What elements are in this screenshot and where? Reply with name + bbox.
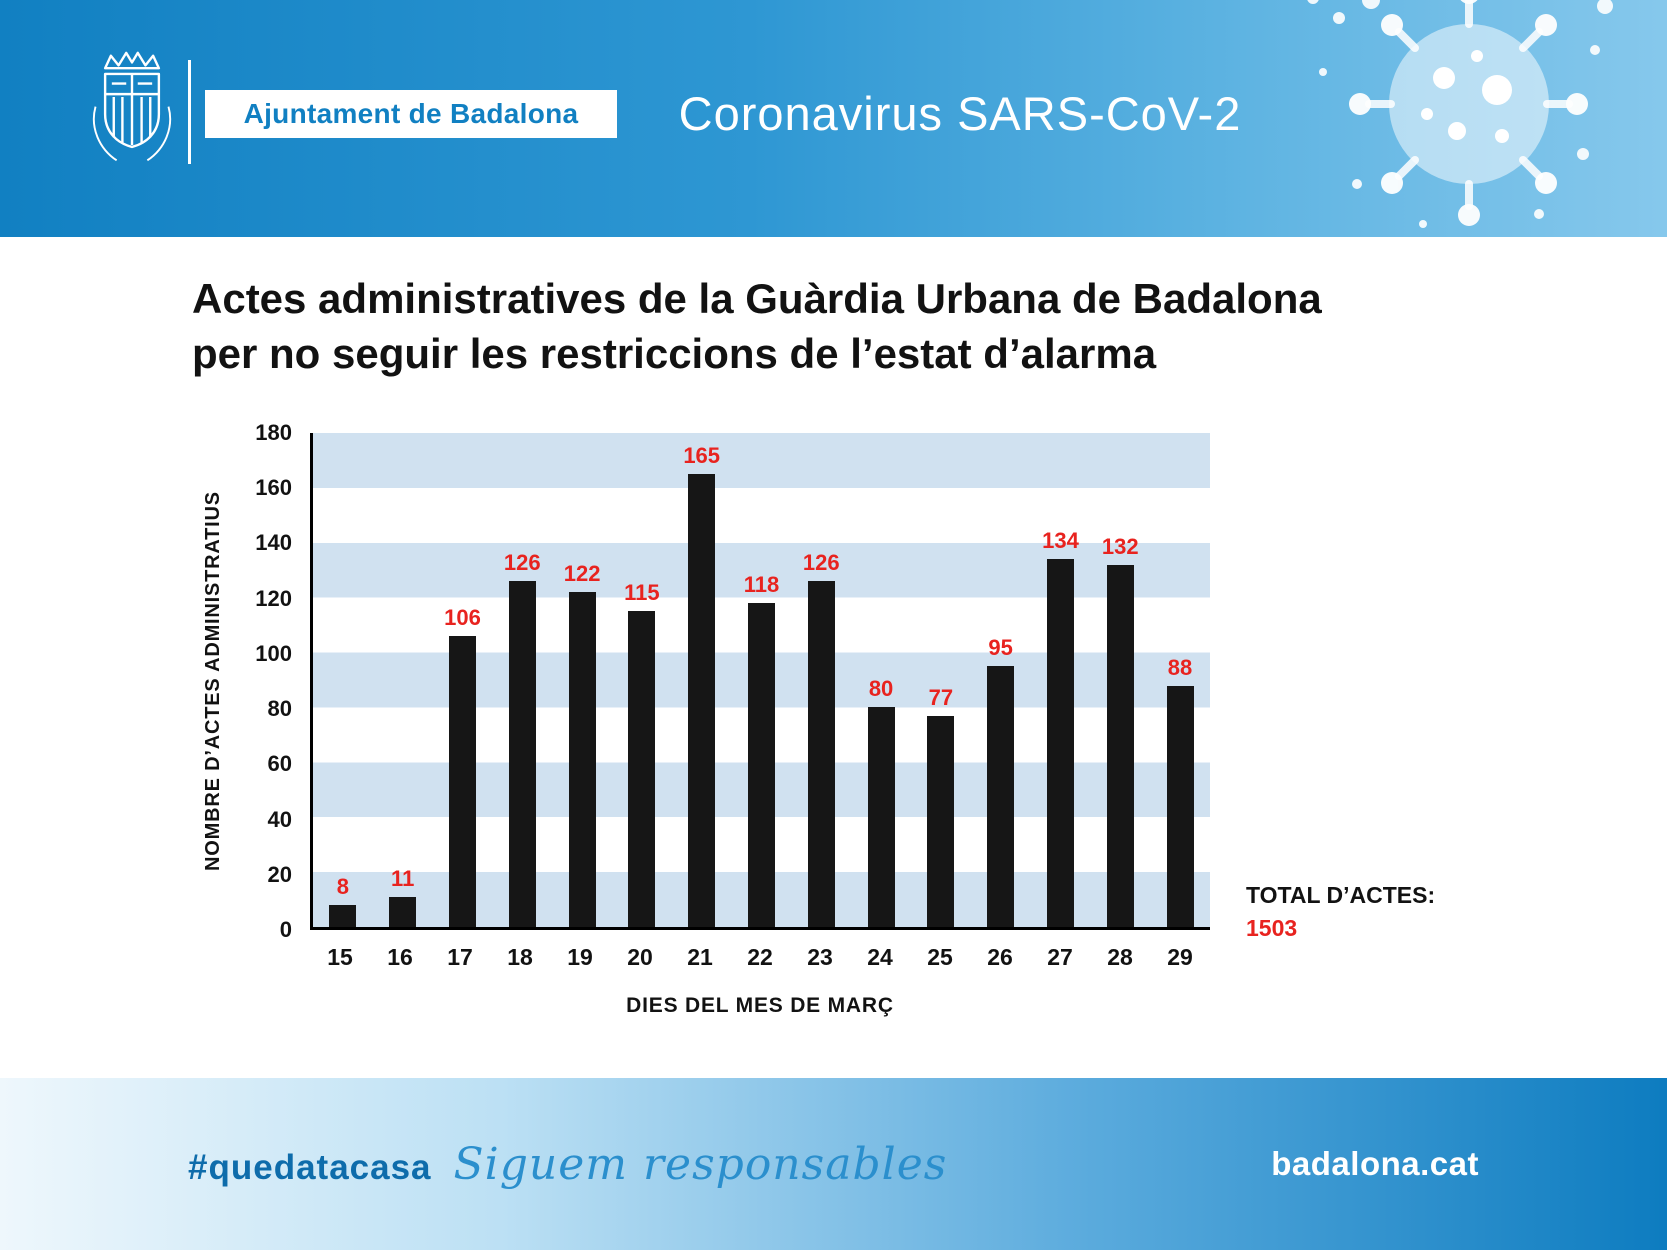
total-label: TOTAL D’ACTES: — [1246, 882, 1436, 908]
bar-day-18: 126 — [504, 550, 541, 927]
bar-day-28: 132 — [1102, 534, 1139, 927]
x-tick-label: 26 — [987, 944, 1013, 970]
y-axis-title: NOMBRE D’ACTES ADMINISTRATIUS — [202, 491, 224, 871]
org-name-box: Ajuntament de Badalona — [205, 90, 617, 138]
y-tick-label: 160 — [255, 475, 292, 501]
bar-column-16: 11 — [373, 433, 433, 927]
bar-value-label: 8 — [336, 874, 350, 900]
bar-value-label: 106 — [444, 605, 481, 631]
x-tick-label: 15 — [327, 944, 353, 970]
bar-day-22: 118 — [744, 572, 779, 927]
x-tick-label: 21 — [687, 944, 713, 970]
y-tick-label: 0 — [279, 917, 292, 942]
website-text: badalona.cat — [1271, 1145, 1479, 1182]
bar-value-label: 126 — [503, 550, 541, 576]
bar-column-21: 165 — [672, 433, 732, 927]
x-tick-labels: 15 16 17 18 19 20 21 22 23 24 25 26 27 28 29 — [310, 944, 1210, 971]
chart-title-line1: Actes administratives de la Guàrdia Urba… — [192, 275, 1322, 322]
bar-value-label: 134 — [1042, 528, 1079, 554]
bar-column-18: 126 — [492, 433, 552, 927]
header-divider — [188, 60, 191, 164]
bar-column-20: 115 — [612, 433, 672, 927]
y-tick-label: 60 — [267, 751, 292, 777]
hashtag-quedatacasa: #quedatacasa — [188, 1147, 432, 1187]
x-tick-label: 17 — [447, 944, 473, 970]
bar-column-15: 8 — [313, 433, 373, 927]
bar-value-label: 126 — [802, 550, 840, 576]
y-tick-label: 120 — [255, 585, 292, 611]
bar-column-26: 95 — [971, 433, 1031, 927]
bar-day-23: 126 — [803, 550, 840, 927]
x-tick-label: 25 — [927, 944, 953, 970]
footer-band: #quedatacasa Siguem responsables badalon… — [0, 1078, 1667, 1250]
bar-value-label: 165 — [683, 443, 721, 469]
x-tick-label: 23 — [807, 944, 833, 970]
y-tick-label: 140 — [255, 530, 292, 556]
y-tick-label: 80 — [267, 696, 292, 722]
bar-day-19: 122 — [564, 561, 600, 927]
x-axis-title: DIES DEL MES DE MARÇ — [626, 994, 894, 1017]
total-block: TOTAL D’ACTES: 1503 — [1246, 882, 1435, 942]
x-tick-label: 22 — [747, 944, 773, 970]
bar-column-22: 118 — [732, 433, 792, 927]
bar-value-label: 88 — [1167, 654, 1193, 680]
bar-value-label: 115 — [624, 580, 660, 606]
bar-value-label: 118 — [743, 572, 780, 598]
y-tick-label: 100 — [255, 640, 292, 666]
y-axis-ticks: 0 20 40 60 80 100 120 140 160 180 — [228, 420, 300, 942]
x-tick-label: 24 — [867, 944, 893, 970]
y-tick-label: 180 — [255, 420, 292, 445]
bar-value-label: 95 — [988, 635, 1013, 661]
bar-day-17: 106 — [444, 605, 481, 927]
bar-value-label: 11 — [391, 865, 415, 891]
bar-column-24: 80 — [851, 433, 911, 927]
header-band: Ajuntament de Badalona Coronavirus SARS-… — [0, 0, 1667, 237]
bar-value-label: 77 — [928, 684, 954, 710]
chart-title: Actes administratives de la Guàrdia Urba… — [192, 272, 1322, 381]
bar-day-27: 134 — [1042, 528, 1079, 927]
bar-day-15: 8 — [329, 874, 357, 927]
total-value: 1503 — [1246, 915, 1298, 941]
bar-column-23: 126 — [791, 433, 851, 927]
x-tick-label: 29 — [1167, 944, 1193, 970]
x-tick-label: 28 — [1107, 944, 1133, 970]
bars-container: 8 11 106 126 122 115 165 118 126 80 77 95 134 132 88 — [313, 433, 1210, 927]
org-name: Ajuntament de Badalona — [243, 98, 579, 129]
footer-campaign: #quedatacasa Siguem responsables — [188, 1139, 947, 1190]
x-tick-label: 16 — [387, 944, 413, 970]
bar-day-21: 165 — [683, 443, 720, 927]
x-tick-label: 20 — [627, 944, 653, 970]
plot-area: 8 11 106 126 122 115 165 118 126 80 77 95 134 132 88 — [310, 433, 1210, 930]
coronavirus-icon — [1307, 0, 1613, 228]
x-tick-label: 18 — [507, 944, 533, 970]
bar-day-16: 11 — [389, 866, 417, 927]
slogan-text: Siguem responsables — [453, 1138, 948, 1190]
bar-day-24: 80 — [867, 676, 895, 927]
bar-value-label: 132 — [1101, 533, 1139, 559]
bar-column-17: 106 — [433, 433, 493, 927]
y-tick-label: 40 — [267, 806, 292, 832]
bar-column-19: 122 — [552, 433, 612, 927]
x-tick-label: 27 — [1047, 944, 1073, 970]
bar-day-29: 88 — [1166, 655, 1194, 927]
page-title: Coronavirus SARS-CoV-2 — [678, 87, 1242, 140]
bar-column-25: 77 — [911, 433, 971, 927]
y-tick-label: 20 — [267, 861, 292, 887]
chart-title-line2: per no seguir les restriccions de l’esta… — [192, 329, 1157, 377]
bar-day-25: 77 — [927, 685, 955, 927]
bar-day-26: 95 — [987, 635, 1015, 927]
bar-value-label: 122 — [563, 561, 601, 587]
bar-day-20: 115 — [624, 580, 660, 927]
badalona-coat-of-arms-icon — [92, 51, 172, 162]
bar-column-27: 134 — [1031, 433, 1091, 927]
bar-column-29: 88 — [1150, 433, 1210, 927]
x-tick-label: 19 — [567, 944, 593, 970]
bar-column-28: 132 — [1090, 433, 1150, 927]
bar-value-label: 80 — [868, 676, 894, 702]
